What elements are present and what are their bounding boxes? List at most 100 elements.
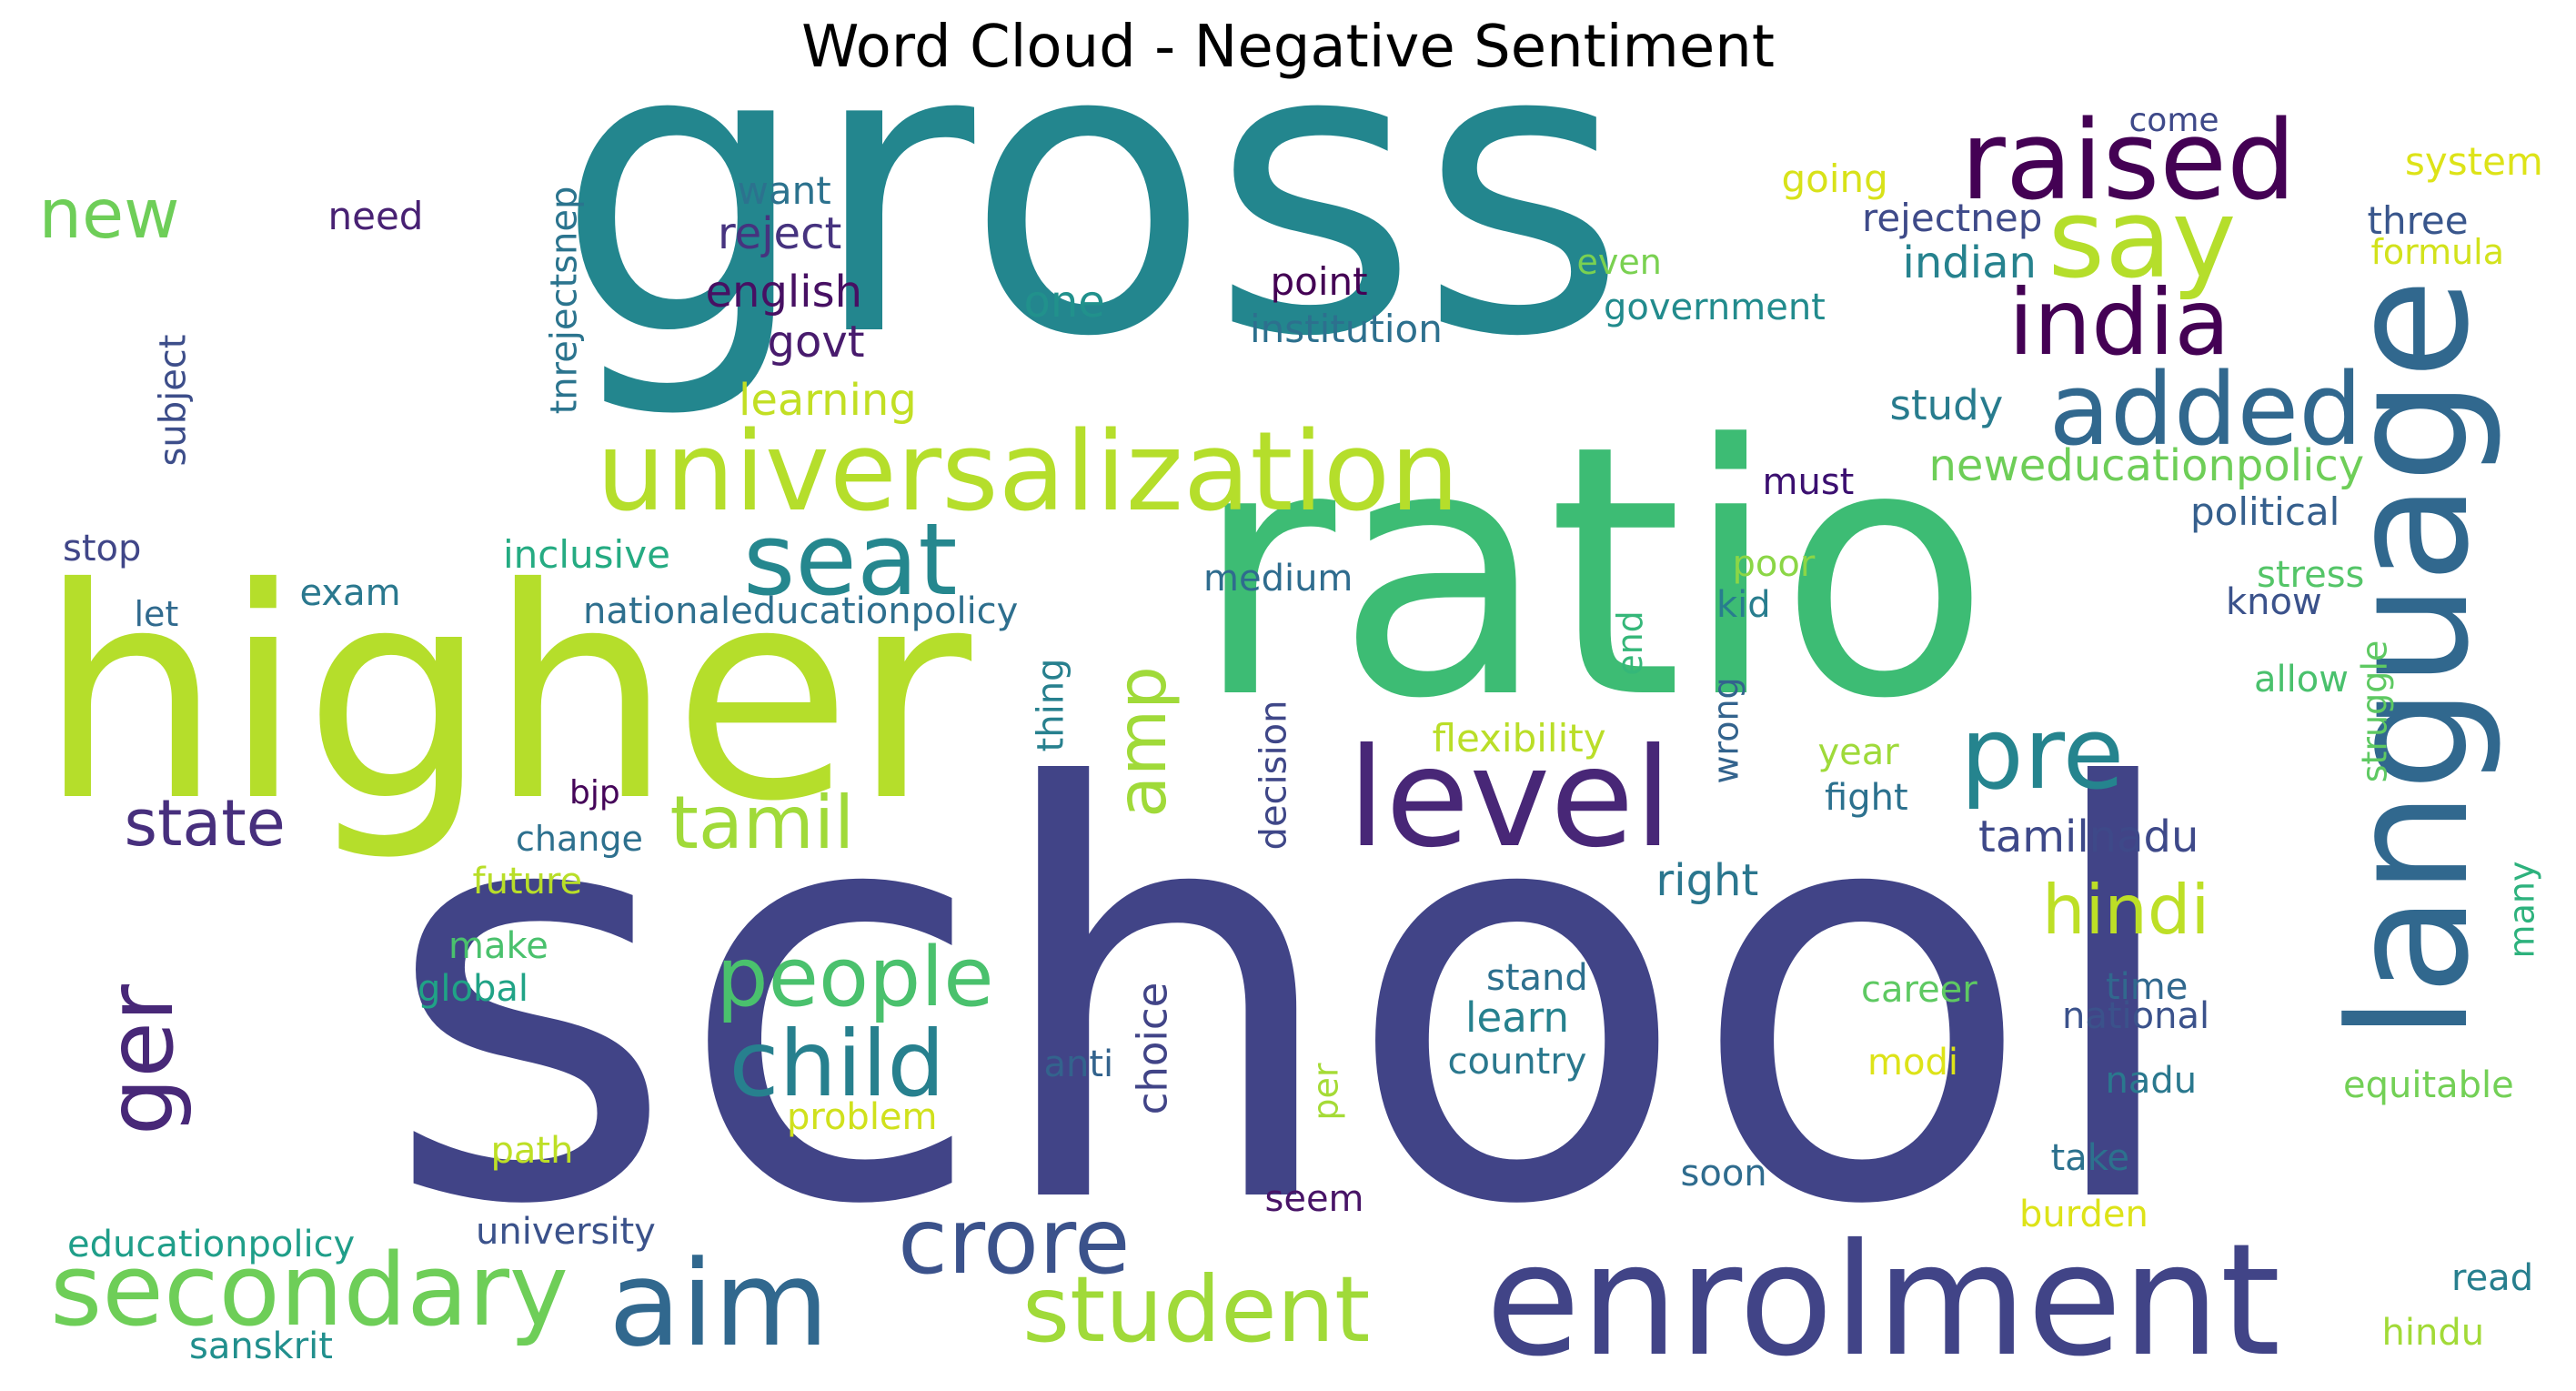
word-tamilnadu: tamilnadu (1978, 811, 2199, 862)
word-indian: indian (1902, 237, 2037, 288)
word-need: need (327, 194, 424, 238)
word-pre: pre (1960, 695, 2125, 811)
word-stand: stand (1486, 957, 1588, 999)
word-level: level (1347, 720, 1673, 878)
word-stop: stop (63, 528, 142, 570)
word-india: india (2008, 269, 2230, 376)
word-struggle: struggle (2353, 640, 2394, 783)
word-crore: crore (898, 1188, 1131, 1295)
word-people: people (716, 930, 994, 1025)
word-higher: higher (38, 527, 972, 865)
word-many: many (2501, 861, 2541, 959)
word-government: government (1604, 287, 1826, 328)
word-end: end (1609, 610, 1650, 676)
word-take: take (2050, 1137, 2130, 1179)
word-one: one (1023, 277, 1105, 328)
word-educationpolicy: educationpolicy (67, 1224, 356, 1265)
word-read: read (2451, 1257, 2534, 1299)
word-fight: fight (1825, 777, 1908, 819)
word-come: come (2128, 102, 2219, 139)
word-tnrejectsnep: tnrejectsnep (542, 186, 585, 415)
word-hindi: hindi (2042, 869, 2210, 950)
word-must: must (1762, 461, 1855, 503)
chart-title: Word Cloud - Negative Sentiment (801, 14, 1775, 81)
word-career: career (1861, 969, 1977, 1011)
word-flexibility: flexibility (1432, 716, 1606, 761)
word-global: global (418, 968, 528, 1010)
word-soon: soon (1680, 1153, 1767, 1194)
word-modi: modi (1867, 1042, 1958, 1084)
word-nationaleducationpolicy: nationaleducationpolicy (583, 590, 1019, 632)
word-thing: thing (1029, 658, 1072, 752)
word-added: added (2048, 351, 2363, 468)
word-universalization: universalization (596, 409, 1460, 536)
word-poor: poor (1732, 543, 1816, 585)
word-three: three (2367, 198, 2469, 243)
word-secondary: secondary (50, 1232, 569, 1348)
word-learning: learning (739, 375, 917, 426)
word-state: state (124, 786, 286, 861)
word-new: new (38, 173, 180, 254)
word-ger: ger (87, 983, 195, 1136)
word-school: school (383, 672, 2191, 1328)
word-aim: aim (609, 1235, 830, 1373)
word-ratio: ratio (1193, 371, 1991, 774)
word-subject: subject (151, 334, 194, 467)
word-seat: seat (743, 501, 958, 618)
word-problem: problem (787, 1096, 938, 1138)
word-reject: reject (718, 208, 842, 259)
word-rejectnep: rejectnep (1862, 196, 2043, 240)
word-future: future (472, 861, 583, 902)
word-let: let (134, 594, 179, 634)
word-tamil: tamil (669, 781, 855, 865)
word-study: study (1889, 380, 2004, 429)
word-govt: govt (767, 317, 865, 368)
word-seem: seem (1264, 1178, 1364, 1220)
word-sanskrit: sanskrit (189, 1325, 333, 1367)
word-year: year (1817, 731, 1899, 773)
word-stress: stress (2257, 554, 2365, 596)
word-decision: decision (1252, 700, 1294, 851)
word-medium: medium (1203, 558, 1353, 600)
word-per: per (1305, 1063, 1346, 1121)
word-want: want (737, 168, 831, 213)
word-say: say (2048, 176, 2237, 303)
word-allow: allow (2254, 659, 2349, 701)
word-right: right (1655, 855, 1759, 906)
word-system: system (2405, 139, 2543, 184)
word-learn: learn (1465, 993, 1569, 1042)
word-formula: formula (2370, 232, 2505, 272)
word-hindu: hindu (2381, 1312, 2485, 1354)
word-institution: institution (1250, 307, 1443, 351)
word-burden: burden (2019, 1194, 2148, 1235)
word-raised: raised (1960, 98, 2297, 225)
word-english: english (705, 267, 863, 318)
word-going: going (1781, 156, 1888, 201)
word-amp: amp (1101, 665, 1182, 818)
word-gross: gross (556, 0, 1628, 424)
word-make: make (448, 925, 548, 967)
word-know: know (2226, 581, 2322, 623)
word-child: child (729, 1011, 945, 1117)
word-time: time (2106, 966, 2189, 1008)
word-inclusive: inclusive (503, 532, 670, 577)
word-even: even (1576, 242, 1662, 282)
word-change: change (516, 819, 643, 859)
word-national: national (2062, 995, 2210, 1037)
word-political: political (2190, 489, 2340, 534)
word-anti: anti (1043, 1043, 1114, 1085)
word-university: university (476, 1211, 656, 1253)
word-nadu: nadu (2105, 1060, 2198, 1102)
word-choice: choice (1128, 982, 1177, 1114)
word-kid: kid (1716, 584, 1771, 626)
word-student: student (1022, 1256, 1371, 1363)
word-bjp: bjp (569, 774, 620, 811)
word-point: point (1270, 259, 1368, 304)
word-country: country (1447, 1041, 1587, 1083)
word-exam: exam (299, 572, 401, 614)
word-neweducationpolicy: neweducationpolicy (1928, 440, 2365, 491)
word-path: path (490, 1130, 574, 1172)
word-equitable: equitable (2343, 1064, 2514, 1106)
